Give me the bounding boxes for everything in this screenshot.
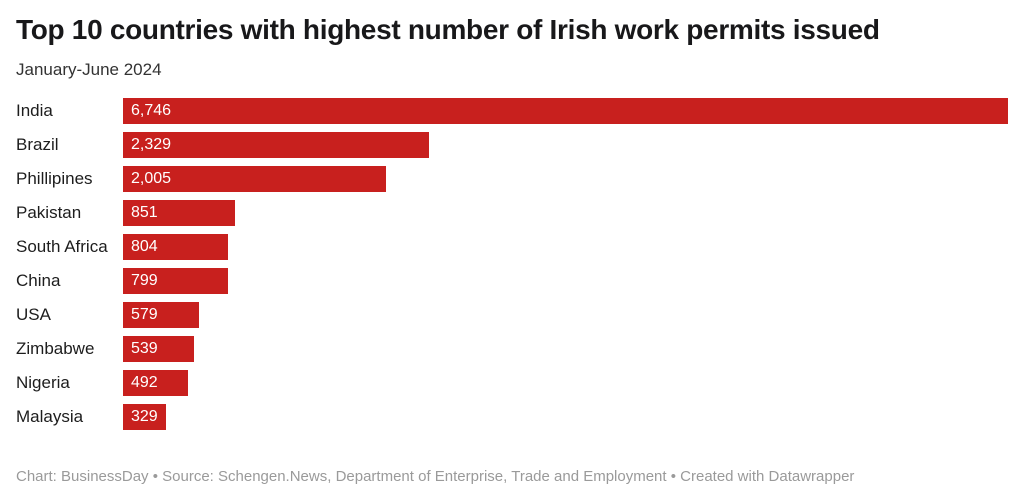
bar-track: 539 [123, 336, 1008, 363]
bar-row: Pakistan 851 [16, 200, 1008, 227]
category-label: Zimbabwe [16, 339, 95, 359]
bar-track: 2,329 [123, 132, 1008, 159]
category-label: Phillipines [16, 169, 93, 189]
bar-track: 329 [123, 404, 1008, 431]
value-label: 539 [131, 340, 158, 358]
value-label: 804 [131, 238, 158, 256]
chart-footer: Chart: BusinessDay • Source: Schengen.Ne… [16, 468, 855, 486]
bar: 804 [123, 234, 229, 261]
chart-subtitle: January-June 2024 [16, 60, 162, 80]
chart-title: Top 10 countries with highest number of … [16, 14, 880, 45]
bar-track: 851 [123, 200, 1008, 227]
bar: 799 [123, 268, 228, 295]
category-label: South Africa [16, 237, 108, 257]
value-label: 851 [131, 204, 158, 222]
bar-row: Zimbabwe 539 [16, 336, 1008, 363]
value-label: 2,005 [131, 170, 172, 188]
category-label: Pakistan [16, 203, 82, 223]
category-label: Nigeria [16, 373, 70, 393]
bar: 579 [123, 302, 199, 329]
bar: 329 [123, 404, 167, 431]
category-label: Malaysia [16, 407, 84, 427]
bar-track: 2,005 [123, 166, 1008, 193]
bar: 851 [123, 200, 235, 227]
bar-track: 799 [123, 268, 1008, 295]
value-label: 2,329 [131, 136, 172, 154]
category-label: USA [16, 305, 51, 325]
bar-row: Nigeria 492 [16, 370, 1008, 397]
bar-chart: India 6,746 Brazil 2,329 Phillipines 2,005 Pak… [16, 98, 1008, 431]
bar-row: South Africa 804 [16, 234, 1008, 261]
bar-track: 6,746 [123, 98, 1008, 125]
bar: 6,746 [123, 98, 1008, 125]
bar: 539 [123, 336, 194, 363]
value-label: 6,746 [131, 102, 172, 120]
bar-row: Phillipines 2,005 [16, 166, 1008, 193]
category-label: Brazil [16, 135, 59, 155]
bar-track: 804 [123, 234, 1008, 261]
bar-row: USA 579 [16, 302, 1008, 329]
bar-row: Malaysia 329 [16, 404, 1008, 431]
bar-row: India 6,746 [16, 98, 1008, 125]
bar: 2,005 [123, 166, 387, 193]
value-label: 579 [131, 306, 158, 324]
category-label: China [16, 271, 61, 291]
value-label: 492 [131, 374, 158, 392]
value-label: 329 [131, 408, 158, 426]
bar-row: China 799 [16, 268, 1008, 295]
bar: 2,329 [123, 132, 429, 159]
bar-row: Brazil 2,329 [16, 132, 1008, 159]
category-label: India [16, 101, 53, 121]
bar: 492 [123, 370, 188, 397]
bar-track: 492 [123, 370, 1008, 397]
bar-track: 579 [123, 302, 1008, 329]
value-label: 799 [131, 272, 158, 290]
